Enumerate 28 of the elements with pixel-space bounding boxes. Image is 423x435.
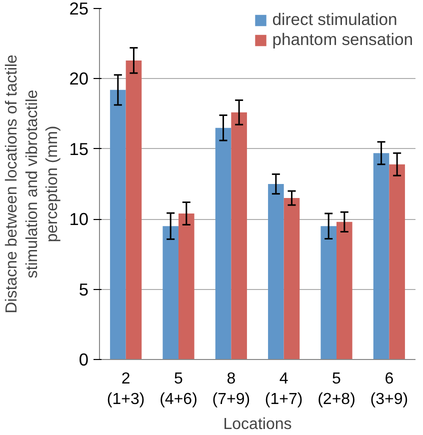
bar [284, 198, 300, 360]
bar [231, 112, 247, 360]
bar [215, 128, 232, 360]
bar [320, 226, 336, 360]
y-tick-label: 15 [69, 138, 89, 159]
x-axis-title: Locations [223, 416, 292, 433]
bar [110, 90, 126, 360]
bar [268, 184, 284, 360]
legend-label: direct stimulation [272, 10, 398, 30]
x-tick-label: 5 (2+8) [318, 370, 356, 408]
bar [178, 213, 194, 360]
x-tick-label: 2 (1+3) [106, 370, 145, 408]
bar [373, 153, 390, 360]
x-tick-label: 6 (3+9) [370, 370, 408, 408]
bar [162, 226, 178, 360]
bar [126, 60, 142, 360]
y-tick-label: 10 [69, 209, 89, 230]
y-tick-label: 0 [78, 350, 89, 370]
bar [389, 164, 405, 360]
legend-label: phantom sensation [272, 30, 413, 50]
x-tick-label: 4 (1+7) [264, 370, 303, 408]
y-axis-title: Distacne between locations of tactile stimulation and vibrotactile perception (mm) [3, 54, 62, 314]
y-tick-label: 20 [69, 68, 89, 89]
x-tick-label: 8 (7+9) [212, 370, 250, 408]
y-tick-label: 25 [69, 0, 89, 18]
x-tick-label: 5 (4+6) [160, 370, 198, 408]
y-tick-label: 5 [78, 279, 89, 300]
bar [336, 222, 352, 360]
